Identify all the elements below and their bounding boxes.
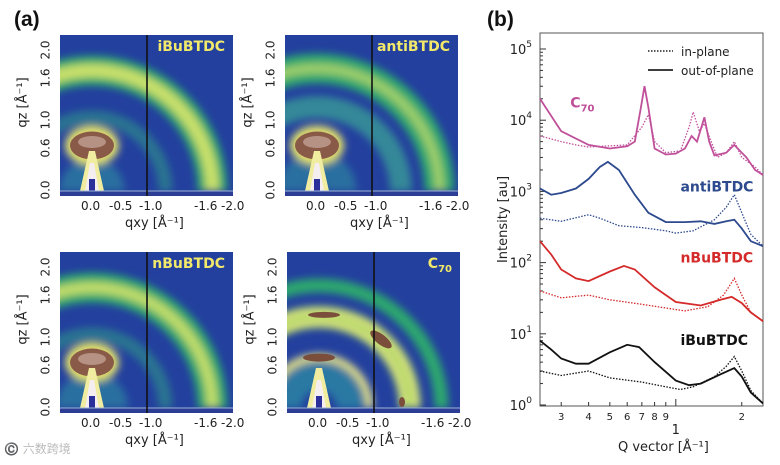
x-tick-label: 3 (558, 412, 564, 423)
x-tick-label: -0.5 (336, 416, 360, 430)
giwaxs-image (0, 252, 233, 413)
x-tick-label: 0.0 (308, 416, 328, 430)
giwaxs-panel-ibubtdc: iBuBTDC (0, 35, 233, 200)
series-iBuBTDC-out-of-plane (539, 339, 764, 405)
y-tick-label: 105 (510, 40, 532, 58)
x-axis-label: Q vector [Å⁻¹] (618, 440, 709, 455)
x-tick-label: 2 (739, 412, 745, 423)
panel-title: iBuBTDC (157, 39, 225, 55)
giwaxs-panel-nbubtdc: nBuBTDC (0, 252, 233, 417)
panel-title: antiBTDC (377, 39, 450, 55)
y-tick-label: 101 (510, 325, 532, 343)
panel-title-text: C (427, 256, 439, 272)
y-tick-label: 104 (510, 111, 533, 129)
y-tick-label: 100 (510, 396, 533, 414)
panel-a-label: (a) (14, 8, 40, 31)
giwaxs-panel-antibtdc: antiBTDC (179, 35, 458, 200)
x-tick-label: -1.6 (194, 199, 218, 213)
x-tick-label: -2.0 (446, 199, 470, 213)
y-tick-label: 102 (510, 254, 532, 272)
series-C70-out-of-plane (539, 86, 764, 176)
scattering-ring (0, 63, 220, 192)
series-antiBTDC-in-plane (539, 193, 764, 247)
series-nBuBTDC-in-plane (539, 277, 764, 322)
x-tick-label: -0.5 (334, 199, 358, 213)
legend-label: in-plane (681, 45, 730, 59)
x-tick-label: 5 (607, 412, 613, 423)
panel-title: nBuBTDC (152, 256, 225, 272)
panel-title: C70 (428, 256, 452, 275)
legend-label: out-of-plane (681, 64, 754, 78)
x-tick-label: 0.0 (306, 199, 326, 213)
panel-b-label: (b) (487, 8, 514, 31)
x-tick-label: -1.6 (421, 416, 445, 430)
giwaxs-panel-c70: C70 (189, 252, 460, 417)
series-label: iBuBTDC (680, 333, 748, 349)
y-axis-label: Intensity [au] (496, 175, 512, 264)
qxy-axis-label: qxy [Å⁻¹] (352, 433, 411, 448)
qxy-axis-label: qxy [Å⁻¹] (125, 216, 184, 231)
x-tick-label: 6 (624, 412, 630, 423)
x-tick-label: -0.5 (109, 199, 133, 213)
qxy-axis-label: qxy [Å⁻¹] (350, 216, 409, 231)
plot-frame (539, 32, 764, 407)
x-tick-label: -2.0 (221, 199, 245, 213)
panel-title-text: antiBTDC (376, 39, 450, 55)
x-tick-label: -1.0 (139, 199, 163, 213)
x-tick-label: -1.6 (194, 416, 218, 430)
watermark: ©️ 六数跨境 (4, 442, 71, 456)
x-tick-label: 0.0 (81, 416, 101, 430)
x-decade-label: 1 (672, 423, 680, 438)
x-tick-label: 7 (639, 412, 645, 423)
x-tick-label: -2.0 (448, 416, 472, 430)
giwaxs-image (189, 252, 460, 413)
series-antiBTDC-out-of-plane (539, 160, 764, 248)
x-tick-label: -1.0 (364, 199, 388, 213)
qxy-axis-label: qxy [Å⁻¹] (125, 433, 184, 448)
series-label: C70 (570, 96, 594, 115)
x-tick-label: -1.0 (139, 416, 163, 430)
x-tick-label: 9 (663, 412, 669, 423)
series-label: antiBTDC (680, 179, 753, 195)
x-tick-label: -1.0 (366, 416, 390, 430)
x-tick-label: -2.0 (221, 416, 245, 430)
scattering-ring (0, 281, 219, 409)
series-C70-in-plane (539, 109, 764, 176)
panel-title-text: nBuBTDC (152, 256, 225, 272)
panel-title-subscript: 70 (438, 263, 452, 275)
series-label: nBuBTDC (680, 251, 753, 267)
x-tick-label: -1.6 (419, 199, 443, 213)
y-tick-label: 103 (510, 182, 532, 200)
x-tick-label: 8 (651, 412, 657, 423)
series-nBuBTDC-out-of-plane (539, 240, 764, 323)
panel-title-text: iBuBTDC (157, 39, 225, 55)
x-tick-label: -0.5 (109, 416, 133, 430)
giwaxs-image (0, 35, 233, 196)
x-tick-label: 0.0 (81, 199, 101, 213)
x-tick-label: 4 (585, 412, 591, 423)
